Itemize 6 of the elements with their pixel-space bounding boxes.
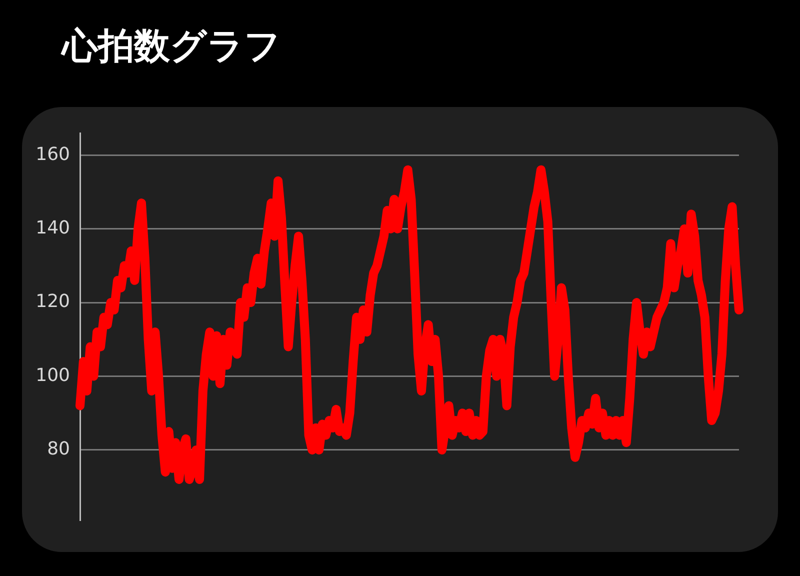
y-tick-label: 120	[36, 291, 70, 312]
y-tick-label: 140	[36, 218, 70, 238]
y-tick-label: 80	[47, 438, 70, 460]
y-tick-label: 160	[36, 144, 70, 165]
chart-title: 心拍数グラフ	[62, 25, 281, 69]
y-tick-label: 100	[36, 364, 70, 386]
